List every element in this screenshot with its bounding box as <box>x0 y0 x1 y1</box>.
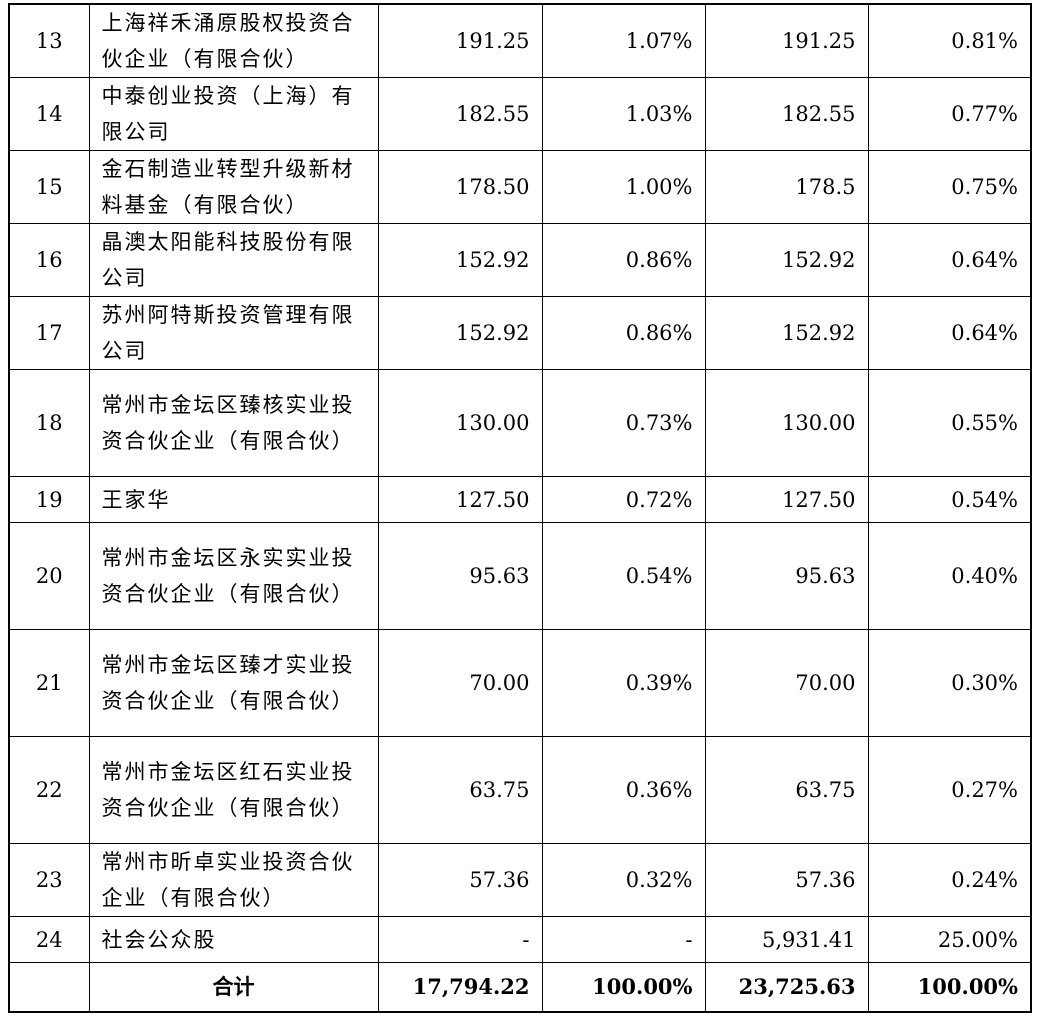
row-index: 16 <box>8 223 90 297</box>
ratio-before: 0.72% <box>541 476 706 523</box>
shares-after: 95.63 <box>704 522 869 630</box>
ratio-after: 25.00% <box>867 916 1032 963</box>
table-row: 17 苏州阿特斯投资管理有限公司 152.92 0.86% 152.92 0.6… <box>8 296 1032 370</box>
ratio-after: 0.64% <box>867 223 1032 297</box>
table-row: 14 中泰创业投资（上海）有限公司 182.55 1.03% 182.55 0.… <box>8 77 1032 151</box>
shares-before: 130.00 <box>377 369 543 477</box>
shares-before: 95.63 <box>377 522 543 630</box>
ratio-before: 0.73% <box>541 369 706 477</box>
shares-before: 127.50 <box>377 476 543 523</box>
table-row: 16 晶澳太阳能科技股份有限公司 152.92 0.86% 152.92 0.6… <box>8 223 1032 297</box>
shares-after: 5,931.41 <box>704 916 869 963</box>
shareholder-name: 常州市金坛区永实实业投资合伙企业（有限合伙） <box>88 522 379 630</box>
shares-before: 57.36 <box>377 843 543 917</box>
shareholder-name: 苏州阿特斯投资管理有限公司 <box>88 296 379 370</box>
ratio-before: 1.00% <box>541 150 706 224</box>
table-row: 24 社会公众股 - - 5,931.41 25.00% <box>8 916 1032 963</box>
ratio-after: 0.40% <box>867 522 1032 630</box>
total-label: 合计 <box>88 962 379 1013</box>
shares-after: 191.25 <box>704 3 869 78</box>
shareholder-name: 常州市昕卓实业投资合伙企业（有限合伙） <box>88 843 379 917</box>
row-index: 18 <box>8 369 90 477</box>
shares-before: 191.25 <box>377 3 543 78</box>
ratio-after: 0.77% <box>867 77 1032 151</box>
row-index: 13 <box>8 3 90 78</box>
ratio-before: 0.36% <box>541 736 706 844</box>
total-row: 合计 17,794.22 100.00% 23,725.63 100.00% <box>8 962 1032 1013</box>
total-ratio-after: 100.00% <box>867 962 1032 1013</box>
ratio-before: 1.07% <box>541 3 706 78</box>
shares-after: 152.92 <box>704 296 869 370</box>
ratio-before: 0.32% <box>541 843 706 917</box>
ratio-after: 0.54% <box>867 476 1032 523</box>
shareholder-name: 晶澳太阳能科技股份有限公司 <box>88 223 379 297</box>
table-row: 22 常州市金坛区红石实业投资合伙企业（有限合伙） 63.75 0.36% 63… <box>8 736 1032 844</box>
table-row: 13 上海祥禾涌原股权投资合伙企业（有限合伙） 191.25 1.07% 191… <box>8 3 1032 78</box>
table-row: 18 常州市金坛区臻核实业投资合伙企业（有限合伙） 130.00 0.73% 1… <box>8 369 1032 477</box>
shareholder-table: 13 上海祥禾涌原股权投资合伙企业（有限合伙） 191.25 1.07% 191… <box>8 3 1032 1013</box>
ratio-before: 0.86% <box>541 223 706 297</box>
shares-before: 152.92 <box>377 223 543 297</box>
shareholder-name: 金石制造业转型升级新材料基金（有限合伙） <box>88 150 379 224</box>
row-index: 14 <box>8 77 90 151</box>
shares-before: 182.55 <box>377 77 543 151</box>
shares-before: 63.75 <box>377 736 543 844</box>
shareholder-name: 常州市金坛区红石实业投资合伙企业（有限合伙） <box>88 736 379 844</box>
row-index: 24 <box>8 916 90 963</box>
ratio-after: 0.55% <box>867 369 1032 477</box>
total-shares-before: 17,794.22 <box>377 962 543 1013</box>
shares-after: 127.50 <box>704 476 869 523</box>
table-row: 15 金石制造业转型升级新材料基金（有限合伙） 178.50 1.00% 178… <box>8 150 1032 224</box>
shares-after: 57.36 <box>704 843 869 917</box>
row-index: 17 <box>8 296 90 370</box>
row-index: 22 <box>8 736 90 844</box>
table-row: 23 常州市昕卓实业投资合伙企业（有限合伙） 57.36 0.32% 57.36… <box>8 843 1032 917</box>
ratio-after: 0.64% <box>867 296 1032 370</box>
ratio-after: 0.27% <box>867 736 1032 844</box>
ratio-after: 0.81% <box>867 3 1032 78</box>
ratio-before: - <box>541 916 706 963</box>
ratio-before: 0.39% <box>541 629 706 737</box>
row-index: 15 <box>8 150 90 224</box>
table-row: 19 王家华 127.50 0.72% 127.50 0.54% <box>8 476 1032 523</box>
total-ratio-before: 100.00% <box>541 962 706 1013</box>
shares-before: 152.92 <box>377 296 543 370</box>
ratio-before: 0.86% <box>541 296 706 370</box>
ratio-before: 1.03% <box>541 77 706 151</box>
shares-after: 130.00 <box>704 369 869 477</box>
shareholder-name: 常州市金坛区臻才实业投资合伙企业（有限合伙） <box>88 629 379 737</box>
shares-before: 70.00 <box>377 629 543 737</box>
row-index: 20 <box>8 522 90 630</box>
shareholder-name: 中泰创业投资（上海）有限公司 <box>88 77 379 151</box>
row-index: 21 <box>8 629 90 737</box>
table-row: 21 常州市金坛区臻才实业投资合伙企业（有限合伙） 70.00 0.39% 70… <box>8 629 1032 737</box>
row-index: 23 <box>8 843 90 917</box>
shares-after: 63.75 <box>704 736 869 844</box>
table-row: 20 常州市金坛区永实实业投资合伙企业（有限合伙） 95.63 0.54% 95… <box>8 522 1032 630</box>
shares-after: 182.55 <box>704 77 869 151</box>
shareholder-name: 上海祥禾涌原股权投资合伙企业（有限合伙） <box>88 3 379 78</box>
total-index-cell <box>8 962 90 1013</box>
shareholder-name: 社会公众股 <box>88 916 379 963</box>
shares-before: - <box>377 916 543 963</box>
shareholder-name: 常州市金坛区臻核实业投资合伙企业（有限合伙） <box>88 369 379 477</box>
row-index: 19 <box>8 476 90 523</box>
shares-after: 70.00 <box>704 629 869 737</box>
ratio-before: 0.54% <box>541 522 706 630</box>
shares-after: 152.92 <box>704 223 869 297</box>
total-shares-after: 23,725.63 <box>704 962 869 1013</box>
shareholder-name: 王家华 <box>88 476 379 523</box>
ratio-after: 0.75% <box>867 150 1032 224</box>
ratio-after: 0.30% <box>867 629 1032 737</box>
shares-before: 178.50 <box>377 150 543 224</box>
shares-after: 178.5 <box>704 150 869 224</box>
ratio-after: 0.24% <box>867 843 1032 917</box>
